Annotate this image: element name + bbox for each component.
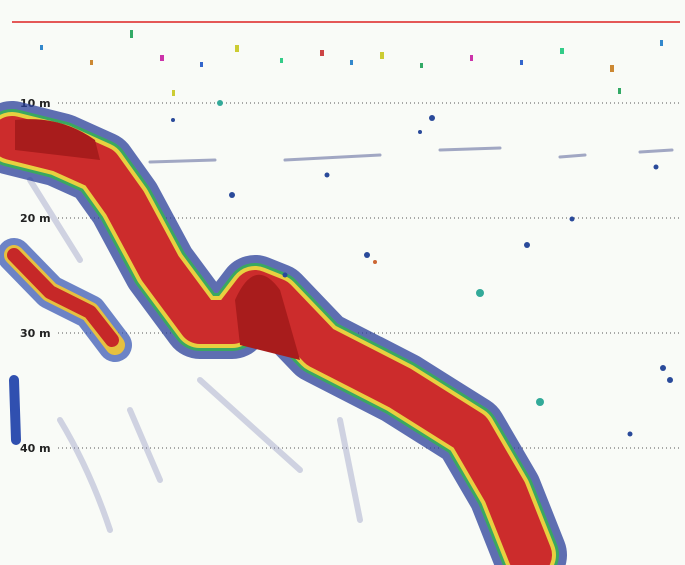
page: {"depth_labels": ["10 m", "20 m", "30 m"… [0,0,685,565]
background [0,0,685,565]
echogram: 10 m 20 m 30 m 40 m [0,0,685,565]
depth-label: 20 m [20,212,51,225]
depth-label: 40 m [20,442,51,455]
depth-label: 30 m [20,327,51,340]
